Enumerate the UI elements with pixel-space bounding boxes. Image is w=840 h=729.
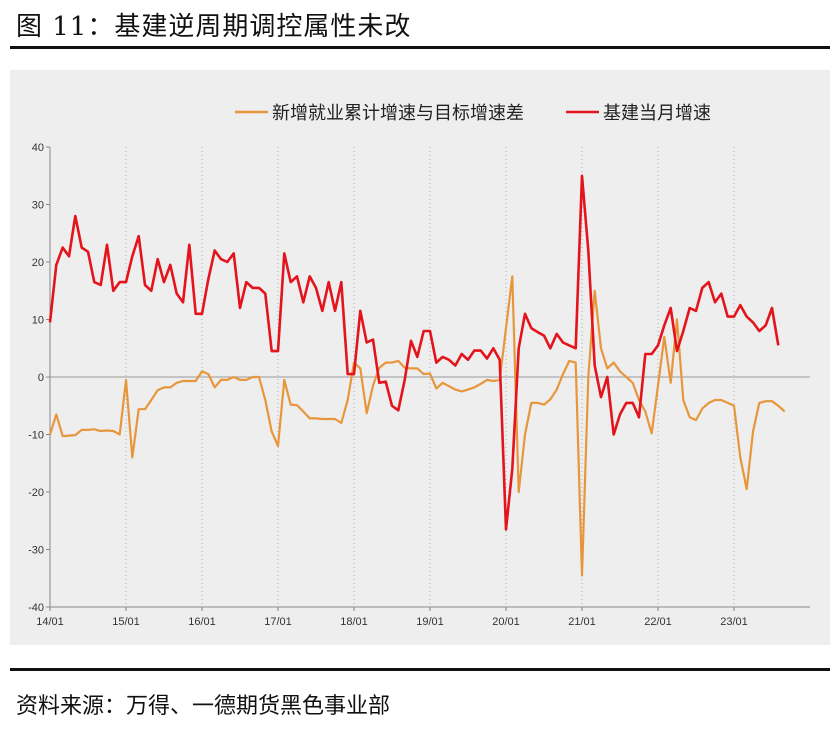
x-tick-label: 14/01 <box>36 616 64 628</box>
y-tick-label: 10 <box>32 315 44 327</box>
title-rule <box>10 46 830 49</box>
legend-label-employment: 新增就业累计增速与目标增速差 <box>272 103 524 123</box>
y-tick-label: 40 <box>32 142 44 154</box>
legend: 新增就业累计增速与目标增速差 基建当月增速 <box>235 103 711 123</box>
x-tick-label: 17/01 <box>264 616 292 628</box>
x-tick-label: 15/01 <box>112 616 140 628</box>
x-tick-label: 19/01 <box>416 616 444 628</box>
x-tick-label: 16/01 <box>188 616 216 628</box>
y-tick-label: 0 <box>38 372 44 384</box>
x-tick-label: 18/01 <box>340 616 368 628</box>
y-tick-label: 30 <box>32 200 44 212</box>
figure-title: 图 11：基建逆周期调控属性未改 <box>16 12 412 42</box>
chart-panel: -40 -30 -20 -10 0 10 20 30 40 14/01 15/01 16/01 17/0… <box>10 70 830 645</box>
x-tick-label: 22/01 <box>644 616 672 628</box>
series-layer <box>48 174 786 577</box>
line-chart: -40 -30 -20 -10 0 10 20 30 40 14/01 15/01 16/01 17/0… <box>28 103 810 628</box>
source-rule <box>10 668 830 671</box>
x-tick-label: 23/01 <box>720 616 748 628</box>
x-tick-label: 20/01 <box>492 616 520 628</box>
y-tick-label: -20 <box>28 487 44 499</box>
axis-layer: -40 -30 -20 -10 0 10 20 30 40 14/01 15/01 16/01 17/0… <box>28 142 810 628</box>
y-tick-label: -40 <box>28 602 44 614</box>
y-tick-label: 20 <box>32 257 44 269</box>
y-tick-label: -30 <box>28 545 44 557</box>
series-line-infrastructure-growth <box>48 174 780 531</box>
legend-label-infrastructure: 基建当月增速 <box>603 103 711 123</box>
source-note: 资料来源：万得、一德期货黑色事业部 <box>16 694 391 719</box>
series-line-employment-gap <box>48 275 786 577</box>
y-tick-label: -10 <box>28 430 44 442</box>
x-tick-label: 21/01 <box>568 616 596 628</box>
